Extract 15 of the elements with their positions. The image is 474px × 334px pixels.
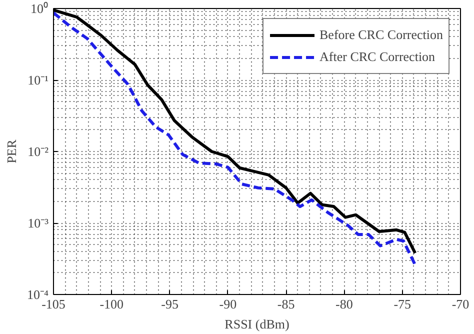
x-tick-label: -90: [219, 296, 237, 312]
x-tick-label: -80: [336, 296, 353, 312]
legend-label: Before CRC Correction: [320, 27, 443, 43]
y-tick-label: 10⁻¹: [28, 72, 49, 88]
x-tick-label: -100: [100, 296, 124, 312]
y-tick-label: 10⁻²: [28, 144, 49, 159]
y-tick-label: 10⁻³: [28, 216, 49, 230]
y-axis-title: PER: [4, 139, 19, 164]
x-tick-label: -95: [161, 296, 178, 312]
x-tick-label: -70: [452, 296, 470, 312]
y-tick-label: 10⁰: [30, 1, 48, 16]
x-tick-label: -85: [277, 296, 295, 312]
legend-label: After CRC Correction: [320, 49, 436, 65]
x-tick-label: -75: [394, 296, 412, 312]
x-axis-title: RSSI (dBm): [224, 316, 290, 332]
